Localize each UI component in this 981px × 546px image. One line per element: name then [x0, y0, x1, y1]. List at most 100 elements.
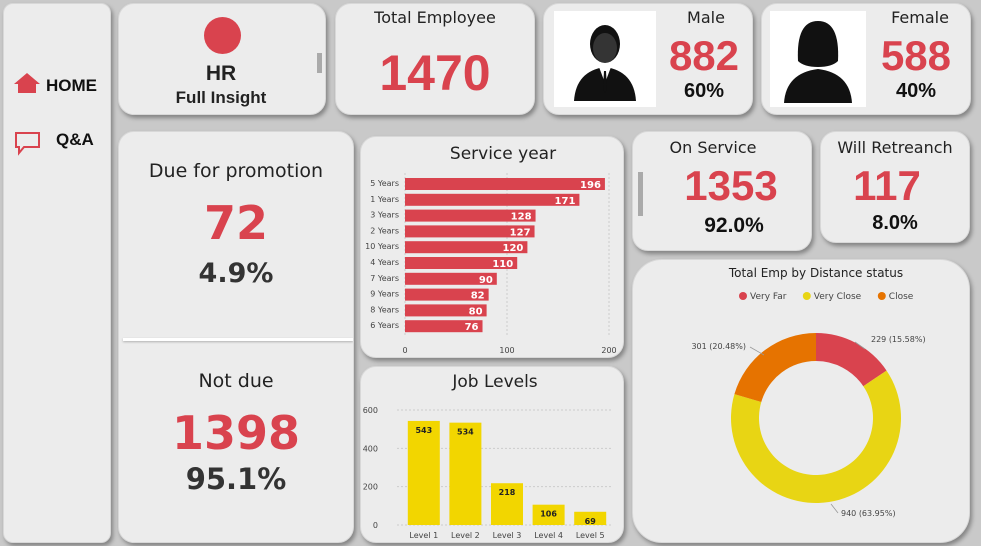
- divider: [123, 338, 353, 341]
- legend-label: Close: [889, 292, 914, 302]
- legend-label: Very Close: [814, 292, 862, 302]
- bar: [405, 288, 489, 301]
- y-tick-label: 7 Years: [370, 274, 399, 283]
- y-tick-label: 2 Years: [370, 226, 399, 235]
- service-year-card: Service year 0 100 200 5 Years 196 1 Years 171 3…: [360, 136, 624, 358]
- retrench-card: Will Retreanch 117 8.0%: [820, 131, 970, 243]
- x-tick-label: 100: [499, 346, 514, 355]
- y-tick-label: 0: [373, 521, 378, 530]
- x-tick-label: Level 5: [576, 531, 605, 540]
- bar: [405, 241, 528, 254]
- leader-line: [749, 346, 765, 356]
- distance-status-card: Total Emp by Distance status Very Far Very…: [632, 259, 970, 543]
- female-card: Female 588 40%: [761, 3, 971, 115]
- service-year-chart: Service year 0 100 200 5 Years 196 1 Years 171 3…: [365, 144, 616, 355]
- distance-status-chart: Total Emp by Distance status Very Far Very…: [691, 266, 926, 518]
- nav-qa-label: Q&A: [56, 130, 94, 149]
- bar-value-label: 171: [555, 196, 576, 207]
- data-label: 229 (15.58%): [871, 335, 926, 344]
- bar: [405, 257, 518, 269]
- y-tick-label: 10 Years: [365, 242, 399, 251]
- y-tick-label: 9 Years: [370, 290, 399, 299]
- y-tick-label: 8 Years: [370, 305, 399, 314]
- bar-value-label: 90: [479, 275, 493, 286]
- legend-marker: [739, 292, 747, 300]
- data-label: 940 (63.95%): [841, 509, 896, 518]
- y-tick-label: 6 Years: [370, 321, 399, 330]
- chart-title: Total Emp by Distance status: [728, 266, 903, 280]
- x-tick-label: Level 4: [534, 531, 563, 540]
- leader-line: [830, 503, 839, 514]
- donut-slice: [731, 370, 901, 503]
- bar: [405, 178, 605, 190]
- home-icon: [14, 73, 40, 93]
- male-avatar-icon: [554, 11, 656, 107]
- bar-value-label: 218: [499, 488, 516, 497]
- page-subtitle: Full Insight: [175, 88, 267, 107]
- bar-value-label: 127: [510, 227, 531, 238]
- bar-value-label: 82: [471, 291, 485, 302]
- donut-slice: [816, 333, 887, 387]
- x-tick-label: 200: [601, 346, 616, 355]
- due-promotion-value: 72: [203, 196, 268, 250]
- data-label: 301 (20.48%): [691, 342, 746, 351]
- male-pct: 60%: [683, 80, 725, 102]
- total-employee-label: Total Employee: [374, 8, 496, 27]
- bar: [405, 304, 487, 317]
- on-service-pct: 92.0%: [704, 214, 764, 237]
- y-tick-label: 5 Years: [370, 179, 399, 188]
- legend-marker: [802, 292, 811, 300]
- female-value: 588: [880, 32, 952, 79]
- nav-qa[interactable]: Q&A: [10, 126, 110, 160]
- bar-value-label: 106: [540, 510, 557, 519]
- male-label: Male: [687, 8, 725, 27]
- sidebar: HOME Q&A: [3, 3, 111, 543]
- red-circle-icon: [204, 17, 241, 54]
- scroll-handle[interactable]: [638, 172, 643, 216]
- bar: [405, 272, 497, 285]
- on-service-value: 1353: [684, 162, 778, 209]
- bar: [405, 193, 580, 206]
- y-tick-label: 400: [363, 444, 378, 453]
- y-tick-label: 4 Years: [370, 258, 399, 267]
- legend-label: Very Far: [750, 292, 787, 302]
- job-levels-chart: Job Levels 0 200 400 600 543 Level 1 534 Level 2…: [363, 372, 611, 540]
- bar-value-label: 543: [415, 426, 432, 435]
- male-card: Male 882 60%: [543, 3, 753, 115]
- hr-header-card: HR Full Insight: [118, 3, 326, 115]
- retrench-label: Will Retreanch: [837, 138, 953, 157]
- on-service-card: On Service 1353 92.0%: [632, 131, 812, 251]
- total-employee-card: Total Employee 1470: [335, 3, 535, 115]
- bar-value-label: 196: [580, 180, 601, 191]
- not-due-pct: 95.1%: [185, 462, 287, 496]
- bar: [532, 504, 565, 525]
- x-tick-label: 0: [402, 346, 407, 355]
- bar: [405, 225, 535, 238]
- x-tick-label: Level 1: [409, 531, 438, 540]
- bar-value-label: 69: [585, 517, 597, 526]
- bar: [405, 320, 483, 333]
- bar: [574, 511, 607, 525]
- bar-value-label: 80: [469, 306, 483, 317]
- not-due-label: Not due: [198, 370, 274, 392]
- bar-value-label: 128: [511, 212, 532, 223]
- bar: [449, 422, 482, 525]
- retrench-value: 117: [853, 162, 921, 209]
- due-promotion-label: Due for promotion: [148, 160, 324, 182]
- chart-title: Service year: [450, 144, 556, 164]
- page-title: HR: [205, 62, 237, 85]
- bar-value-label: 110: [492, 259, 513, 270]
- x-tick-label: Level 2: [451, 531, 480, 540]
- y-tick-label: 3 Years: [370, 211, 399, 220]
- female-avatar-icon: [770, 11, 866, 107]
- chart-title: Job Levels: [451, 372, 537, 392]
- nav-home[interactable]: HOME: [10, 72, 110, 102]
- job-levels-card: Job Levels 0 200 400 600 543 Level 1 534 Level 2…: [360, 366, 624, 543]
- promotion-card: Due for promotion 72 4.9% Not due 1398 9…: [118, 131, 354, 543]
- donut-slice: [734, 333, 816, 403]
- y-tick-label: 600: [363, 406, 378, 415]
- bar: [405, 209, 536, 222]
- on-service-label: On Service: [669, 138, 757, 157]
- scroll-handle[interactable]: [317, 53, 322, 73]
- y-tick-label: 1 Years: [370, 195, 399, 204]
